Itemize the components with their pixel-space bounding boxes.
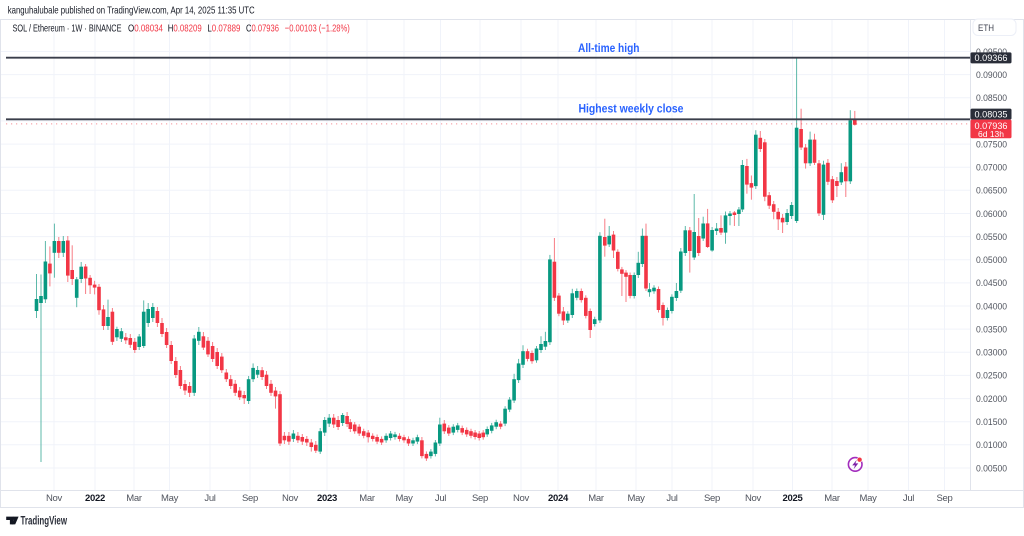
- svg-text:Jul: Jul: [903, 493, 914, 504]
- svg-text:0.07936: 0.07936: [975, 121, 1008, 132]
- svg-text:C0.07936: C0.07936: [246, 23, 279, 35]
- svg-text:May: May: [161, 493, 179, 504]
- svg-text:All-time high: All-time high: [578, 43, 640, 55]
- svg-text:2025: 2025: [783, 493, 804, 504]
- svg-text:0.09366: 0.09366: [975, 53, 1008, 64]
- svg-text:0.09000: 0.09000: [976, 70, 1007, 81]
- svg-text:Nov: Nov: [513, 493, 530, 504]
- svg-text:Sep: Sep: [704, 493, 720, 504]
- svg-text:2022: 2022: [85, 493, 105, 504]
- svg-text:ETH: ETH: [978, 23, 994, 34]
- svg-text:0.04500: 0.04500: [976, 278, 1007, 289]
- svg-text:kanguhalubale published on Tra: kanguhalubale published on TradingView.c…: [8, 5, 255, 17]
- svg-text:0.06000: 0.06000: [976, 209, 1007, 220]
- svg-text:Jul: Jul: [435, 493, 446, 504]
- svg-text:H0.08209: H0.08209: [168, 23, 202, 35]
- svg-text:Jul: Jul: [204, 493, 215, 504]
- svg-text:0.05500: 0.05500: [976, 232, 1007, 243]
- svg-text:Jul: Jul: [666, 493, 677, 504]
- svg-text:0.03500: 0.03500: [976, 324, 1007, 335]
- svg-text:Sep: Sep: [242, 493, 258, 504]
- svg-text:0.08500: 0.08500: [976, 93, 1007, 104]
- svg-text:2024: 2024: [548, 493, 569, 504]
- svg-text:Highest weekly close: Highest weekly close: [579, 103, 684, 115]
- svg-text:0.06500: 0.06500: [976, 186, 1007, 197]
- svg-text:6d 13h: 6d 13h: [978, 129, 1004, 139]
- svg-text:May: May: [627, 493, 645, 504]
- svg-text:TradingView: TradingView: [21, 515, 68, 527]
- svg-text:Mar: Mar: [588, 493, 604, 504]
- svg-text:0.01500: 0.01500: [976, 417, 1007, 428]
- svg-text:May: May: [859, 493, 877, 504]
- svg-text:2023: 2023: [317, 493, 337, 504]
- svg-text:0.09500: 0.09500: [976, 47, 1007, 58]
- svg-text:Nov: Nov: [46, 493, 63, 504]
- svg-text:L0.07889: L0.07889: [207, 23, 240, 35]
- svg-text:0.07500: 0.07500: [976, 139, 1007, 150]
- svg-text:Nov: Nov: [282, 493, 299, 504]
- svg-text:Nov: Nov: [745, 493, 762, 504]
- svg-text:Sep: Sep: [936, 493, 952, 504]
- svg-text:0.07000: 0.07000: [976, 163, 1007, 174]
- svg-text:O0.08034: O0.08034: [128, 23, 163, 35]
- svg-text:0.02500: 0.02500: [976, 371, 1007, 382]
- svg-text:SOL / Ethereum · 1W · BINANCE: SOL / Ethereum · 1W · BINANCE: [13, 23, 122, 35]
- svg-text:Mar: Mar: [824, 493, 840, 504]
- svg-text:0.02000: 0.02000: [976, 394, 1007, 405]
- svg-text:0.00500: 0.00500: [976, 463, 1007, 474]
- svg-text:0.05000: 0.05000: [976, 255, 1007, 266]
- svg-text:Sep: Sep: [472, 493, 488, 504]
- svg-text:May: May: [395, 493, 413, 504]
- svg-text:0.04000: 0.04000: [976, 301, 1007, 312]
- svg-text:0.08035: 0.08035: [975, 109, 1008, 120]
- svg-text:Mar: Mar: [126, 493, 142, 504]
- svg-text:Mar: Mar: [359, 493, 375, 504]
- svg-text:0.01000: 0.01000: [976, 440, 1007, 451]
- svg-text:0.03000: 0.03000: [976, 348, 1007, 359]
- svg-text:−0.00103 (−1.28%): −0.00103 (−1.28%): [285, 23, 350, 35]
